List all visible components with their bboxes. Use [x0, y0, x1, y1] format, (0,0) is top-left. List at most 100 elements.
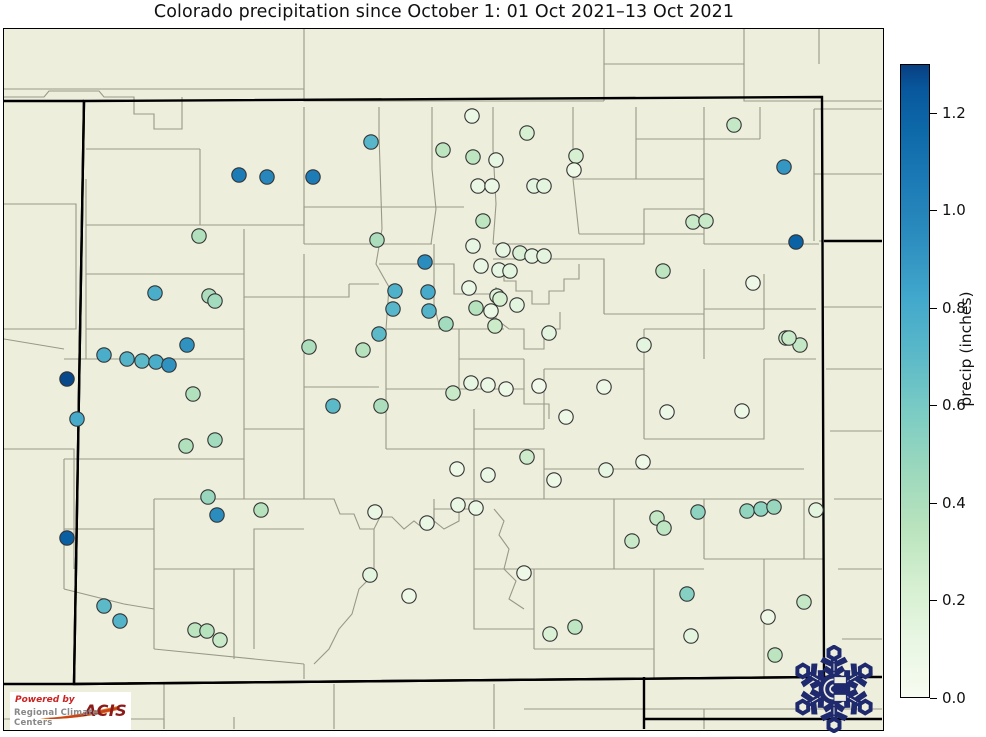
precip-marker[interactable] [536, 248, 552, 264]
precip-marker[interactable] [371, 326, 387, 342]
precip-marker[interactable] [435, 142, 451, 158]
precip-marker[interactable] [373, 398, 389, 414]
precip-marker[interactable] [178, 438, 194, 454]
precip-marker[interactable] [767, 647, 783, 663]
precip-marker[interactable] [776, 159, 792, 175]
precip-marker[interactable] [739, 503, 755, 519]
precip-marker[interactable] [473, 258, 489, 274]
precip-marker[interactable] [483, 303, 499, 319]
precip-marker[interactable] [498, 381, 514, 397]
precip-marker[interactable] [792, 337, 808, 353]
precip-marker[interactable] [566, 162, 582, 178]
precip-marker[interactable] [421, 303, 437, 319]
precip-marker[interactable] [683, 628, 699, 644]
precip-marker[interactable] [449, 461, 465, 477]
precip-marker[interactable] [179, 337, 195, 353]
precip-marker[interactable] [253, 502, 269, 518]
precip-marker[interactable] [656, 520, 672, 536]
precip-marker[interactable] [417, 254, 433, 270]
precip-marker[interactable] [96, 347, 112, 363]
precip-marker[interactable] [209, 507, 225, 523]
precip-marker[interactable] [231, 167, 247, 183]
precip-marker[interactable] [468, 500, 484, 516]
precip-marker[interactable] [726, 117, 742, 133]
precip-marker[interactable] [484, 178, 500, 194]
precip-station-markers[interactable] [59, 108, 824, 663]
precip-marker[interactable] [598, 462, 614, 478]
colorbar[interactable]: 1.2 1.0 0.8 0.6 0.4 0.2 0.0 [900, 64, 966, 707]
precip-marker[interactable] [465, 149, 481, 165]
precip-marker[interactable] [367, 504, 383, 520]
precip-marker[interactable] [305, 169, 321, 185]
precip-marker[interactable] [760, 609, 776, 625]
precip-marker[interactable] [59, 530, 75, 546]
precip-marker[interactable] [148, 354, 164, 370]
precip-marker[interactable] [438, 316, 454, 332]
precip-marker[interactable] [558, 409, 574, 425]
precip-marker[interactable] [185, 386, 201, 402]
precip-marker[interactable] [355, 342, 371, 358]
precip-marker[interactable] [546, 472, 562, 488]
precip-marker[interactable] [461, 280, 477, 296]
precip-marker[interactable] [487, 318, 503, 334]
precip-marker[interactable] [470, 178, 486, 194]
precip-marker[interactable] [531, 378, 547, 394]
precip-marker[interactable] [734, 403, 750, 419]
precip-marker[interactable] [698, 213, 714, 229]
precip-marker[interactable] [516, 565, 532, 581]
precip-marker[interactable] [207, 432, 223, 448]
precip-marker[interactable] [788, 234, 804, 250]
precip-marker[interactable] [450, 497, 466, 513]
precip-marker[interactable] [212, 632, 228, 648]
precip-marker[interactable] [636, 337, 652, 353]
precip-marker[interactable] [781, 330, 797, 346]
precip-marker[interactable] [301, 339, 317, 355]
precip-marker[interactable] [363, 134, 379, 150]
precip-marker[interactable] [465, 238, 481, 254]
precip-marker[interactable] [325, 398, 341, 414]
precip-marker[interactable] [362, 567, 378, 583]
precip-marker[interactable] [542, 626, 558, 642]
map-panel[interactable] [3, 28, 884, 731]
precip-marker[interactable] [475, 213, 491, 229]
precip-marker[interactable] [492, 291, 508, 307]
precip-marker[interactable] [480, 467, 496, 483]
precip-marker[interactable] [796, 594, 812, 610]
precip-marker[interactable] [690, 504, 706, 520]
precip-marker[interactable] [596, 379, 612, 395]
precip-marker[interactable] [161, 357, 177, 373]
precip-marker[interactable] [655, 263, 671, 279]
precip-marker[interactable] [745, 275, 761, 291]
precip-marker[interactable] [401, 588, 417, 604]
precip-marker[interactable] [59, 371, 75, 387]
precip-marker[interactable] [679, 586, 695, 602]
precip-marker[interactable] [191, 228, 207, 244]
precip-marker[interactable] [207, 293, 223, 309]
precip-marker[interactable] [488, 152, 504, 168]
precip-marker[interactable] [369, 232, 385, 248]
precip-marker[interactable] [567, 619, 583, 635]
precip-marker[interactable] [502, 263, 518, 279]
precip-marker[interactable] [112, 613, 128, 629]
precip-marker[interactable] [659, 404, 675, 420]
precip-marker[interactable] [635, 454, 651, 470]
precip-marker[interactable] [69, 411, 85, 427]
precip-marker[interactable] [766, 499, 782, 515]
precip-marker[interactable] [624, 533, 640, 549]
precip-marker[interactable] [119, 351, 135, 367]
precip-marker[interactable] [541, 325, 557, 341]
precip-marker[interactable] [134, 353, 150, 369]
precip-marker[interactable] [468, 300, 484, 316]
precip-marker[interactable] [519, 449, 535, 465]
precip-marker[interactable] [536, 178, 552, 194]
precip-marker[interactable] [685, 214, 701, 230]
precip-marker[interactable] [385, 301, 401, 317]
precip-marker[interactable] [199, 623, 215, 639]
precip-marker[interactable] [419, 515, 435, 531]
precip-marker[interactable] [463, 375, 479, 391]
precip-marker[interactable] [519, 125, 535, 141]
precip-marker[interactable] [480, 377, 496, 393]
precip-marker[interactable] [509, 297, 525, 313]
precip-marker[interactable] [200, 489, 216, 505]
precip-marker[interactable] [259, 169, 275, 185]
